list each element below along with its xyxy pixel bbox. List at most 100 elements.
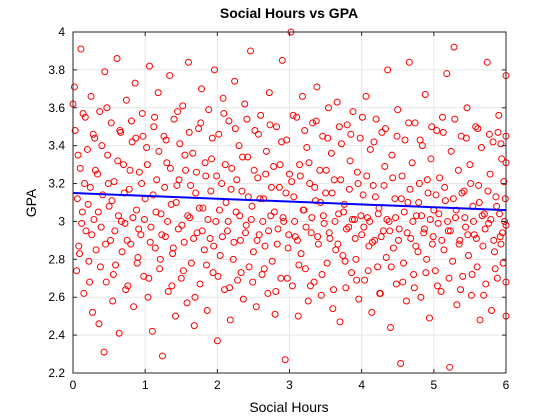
data-point (371, 193, 379, 201)
data-point (258, 270, 266, 278)
data-point (196, 280, 204, 288)
data-point (299, 206, 307, 214)
data-point (431, 267, 439, 275)
data-point (455, 240, 463, 248)
data-point (163, 159, 171, 167)
data-point (262, 170, 270, 178)
data-point (496, 233, 504, 241)
data-point (347, 130, 355, 138)
data-point (254, 130, 262, 138)
data-point (213, 172, 221, 180)
data-point (232, 208, 240, 216)
data-point (362, 92, 370, 100)
data-point (394, 236, 402, 244)
data-point (475, 199, 483, 206)
data-point (81, 180, 89, 188)
data-point (92, 246, 100, 254)
y-tick-label: 4 (58, 25, 65, 39)
data-point (272, 288, 280, 296)
data-point (364, 267, 372, 275)
data-point (345, 185, 353, 193)
data-point (395, 225, 403, 233)
data-point (171, 312, 179, 320)
data-point (415, 180, 423, 188)
data-point (252, 303, 260, 311)
data-point (371, 236, 379, 244)
data-point (123, 236, 131, 244)
data-point (195, 125, 203, 133)
data-point (166, 164, 174, 172)
data-point (265, 89, 273, 97)
data-point (498, 229, 506, 237)
data-point (234, 276, 242, 284)
y-tick-label: 3.6 (48, 101, 65, 115)
data-point (96, 263, 104, 271)
data-point (264, 289, 272, 297)
data-point (297, 250, 305, 258)
data-point (433, 282, 441, 290)
data-point (236, 236, 244, 244)
data-point (133, 206, 141, 214)
data-point (288, 282, 296, 290)
data-point (144, 293, 152, 301)
data-point (393, 132, 401, 140)
data-point (262, 147, 270, 155)
data-point (441, 197, 449, 205)
y-tick-label: 3.2 (48, 177, 65, 191)
data-point (289, 111, 297, 119)
data-point (138, 109, 146, 117)
data-point (137, 231, 145, 239)
data-point (104, 151, 112, 159)
data-point (450, 43, 458, 51)
data-point (381, 163, 389, 171)
data-point (383, 216, 391, 224)
data-point (423, 255, 431, 263)
data-point (248, 202, 256, 210)
data-point (409, 217, 417, 225)
data-point (397, 360, 405, 368)
data-point (459, 272, 467, 280)
data-point (339, 252, 347, 260)
data-point (382, 253, 390, 261)
data-point (158, 231, 166, 239)
data-point (239, 153, 247, 161)
data-point (474, 125, 482, 133)
data-point (160, 132, 168, 140)
data-point (161, 233, 169, 241)
data-point (101, 240, 109, 248)
data-point (326, 234, 334, 242)
data-point (151, 244, 159, 252)
data-point (150, 123, 158, 131)
data-point (394, 106, 402, 114)
data-point (420, 229, 428, 237)
data-point (306, 282, 314, 290)
data-point (454, 166, 462, 174)
data-point (368, 308, 376, 316)
data-point (322, 166, 330, 174)
data-point (440, 246, 448, 254)
data-point (380, 181, 388, 189)
data-point (147, 223, 155, 231)
data-point (208, 134, 216, 142)
data-point (197, 119, 205, 127)
data-point (330, 286, 338, 294)
data-point (172, 199, 180, 206)
data-point (247, 216, 255, 224)
data-point (370, 138, 378, 146)
data-point (166, 72, 174, 80)
data-point (261, 242, 269, 250)
data-point (236, 212, 244, 220)
data-point (487, 216, 495, 224)
data-point (192, 168, 200, 176)
data-point (224, 217, 232, 225)
data-point (124, 282, 132, 290)
data-point (453, 301, 461, 309)
data-point (330, 176, 338, 184)
data-point (458, 189, 466, 197)
data-point (499, 259, 507, 267)
data-point (467, 180, 475, 188)
data-point (423, 176, 431, 184)
data-point (346, 157, 354, 165)
data-point (154, 89, 162, 97)
data-point (392, 214, 400, 222)
